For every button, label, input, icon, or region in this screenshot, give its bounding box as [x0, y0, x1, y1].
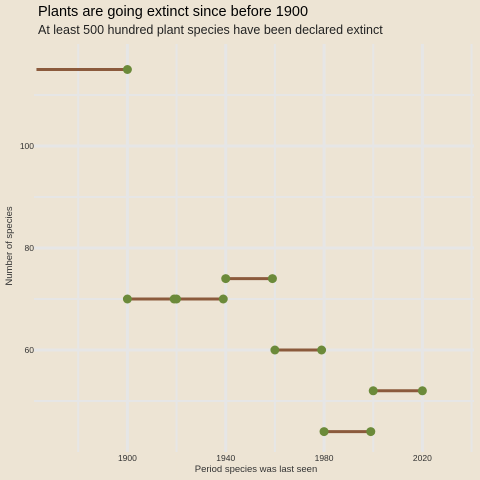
y-tick-label: 80	[25, 243, 35, 253]
chart-subtitle: At least 500 hundred plant species have …	[38, 23, 383, 37]
end-point	[417, 386, 427, 396]
start-point	[172, 294, 182, 304]
end-point	[122, 65, 132, 74]
grid	[34, 44, 474, 452]
end-point	[317, 345, 327, 355]
start-point	[122, 294, 132, 304]
y-tick-label: 60	[25, 345, 35, 355]
end-point	[366, 427, 376, 437]
end-point	[267, 274, 277, 284]
x-tick-label: 1900	[118, 453, 137, 463]
chart-title: Plants are going extinct since before 19…	[38, 4, 308, 20]
y-axis-label: Number of species	[4, 206, 15, 285]
y-tick-label: 100	[20, 141, 34, 151]
end-point	[218, 294, 228, 304]
start-point	[270, 345, 280, 355]
start-point	[221, 274, 231, 284]
start-point	[368, 386, 378, 396]
start-point	[319, 427, 329, 437]
x-tick-label: 1980	[315, 453, 334, 463]
marks	[36, 65, 427, 437]
x-axis-label: Period species was last seen	[195, 464, 318, 475]
x-tick-label: 2020	[413, 453, 432, 463]
ticks: 1900 1940 1980 2020 60 80 100	[20, 141, 432, 463]
x-tick-label: 1940	[216, 453, 235, 463]
